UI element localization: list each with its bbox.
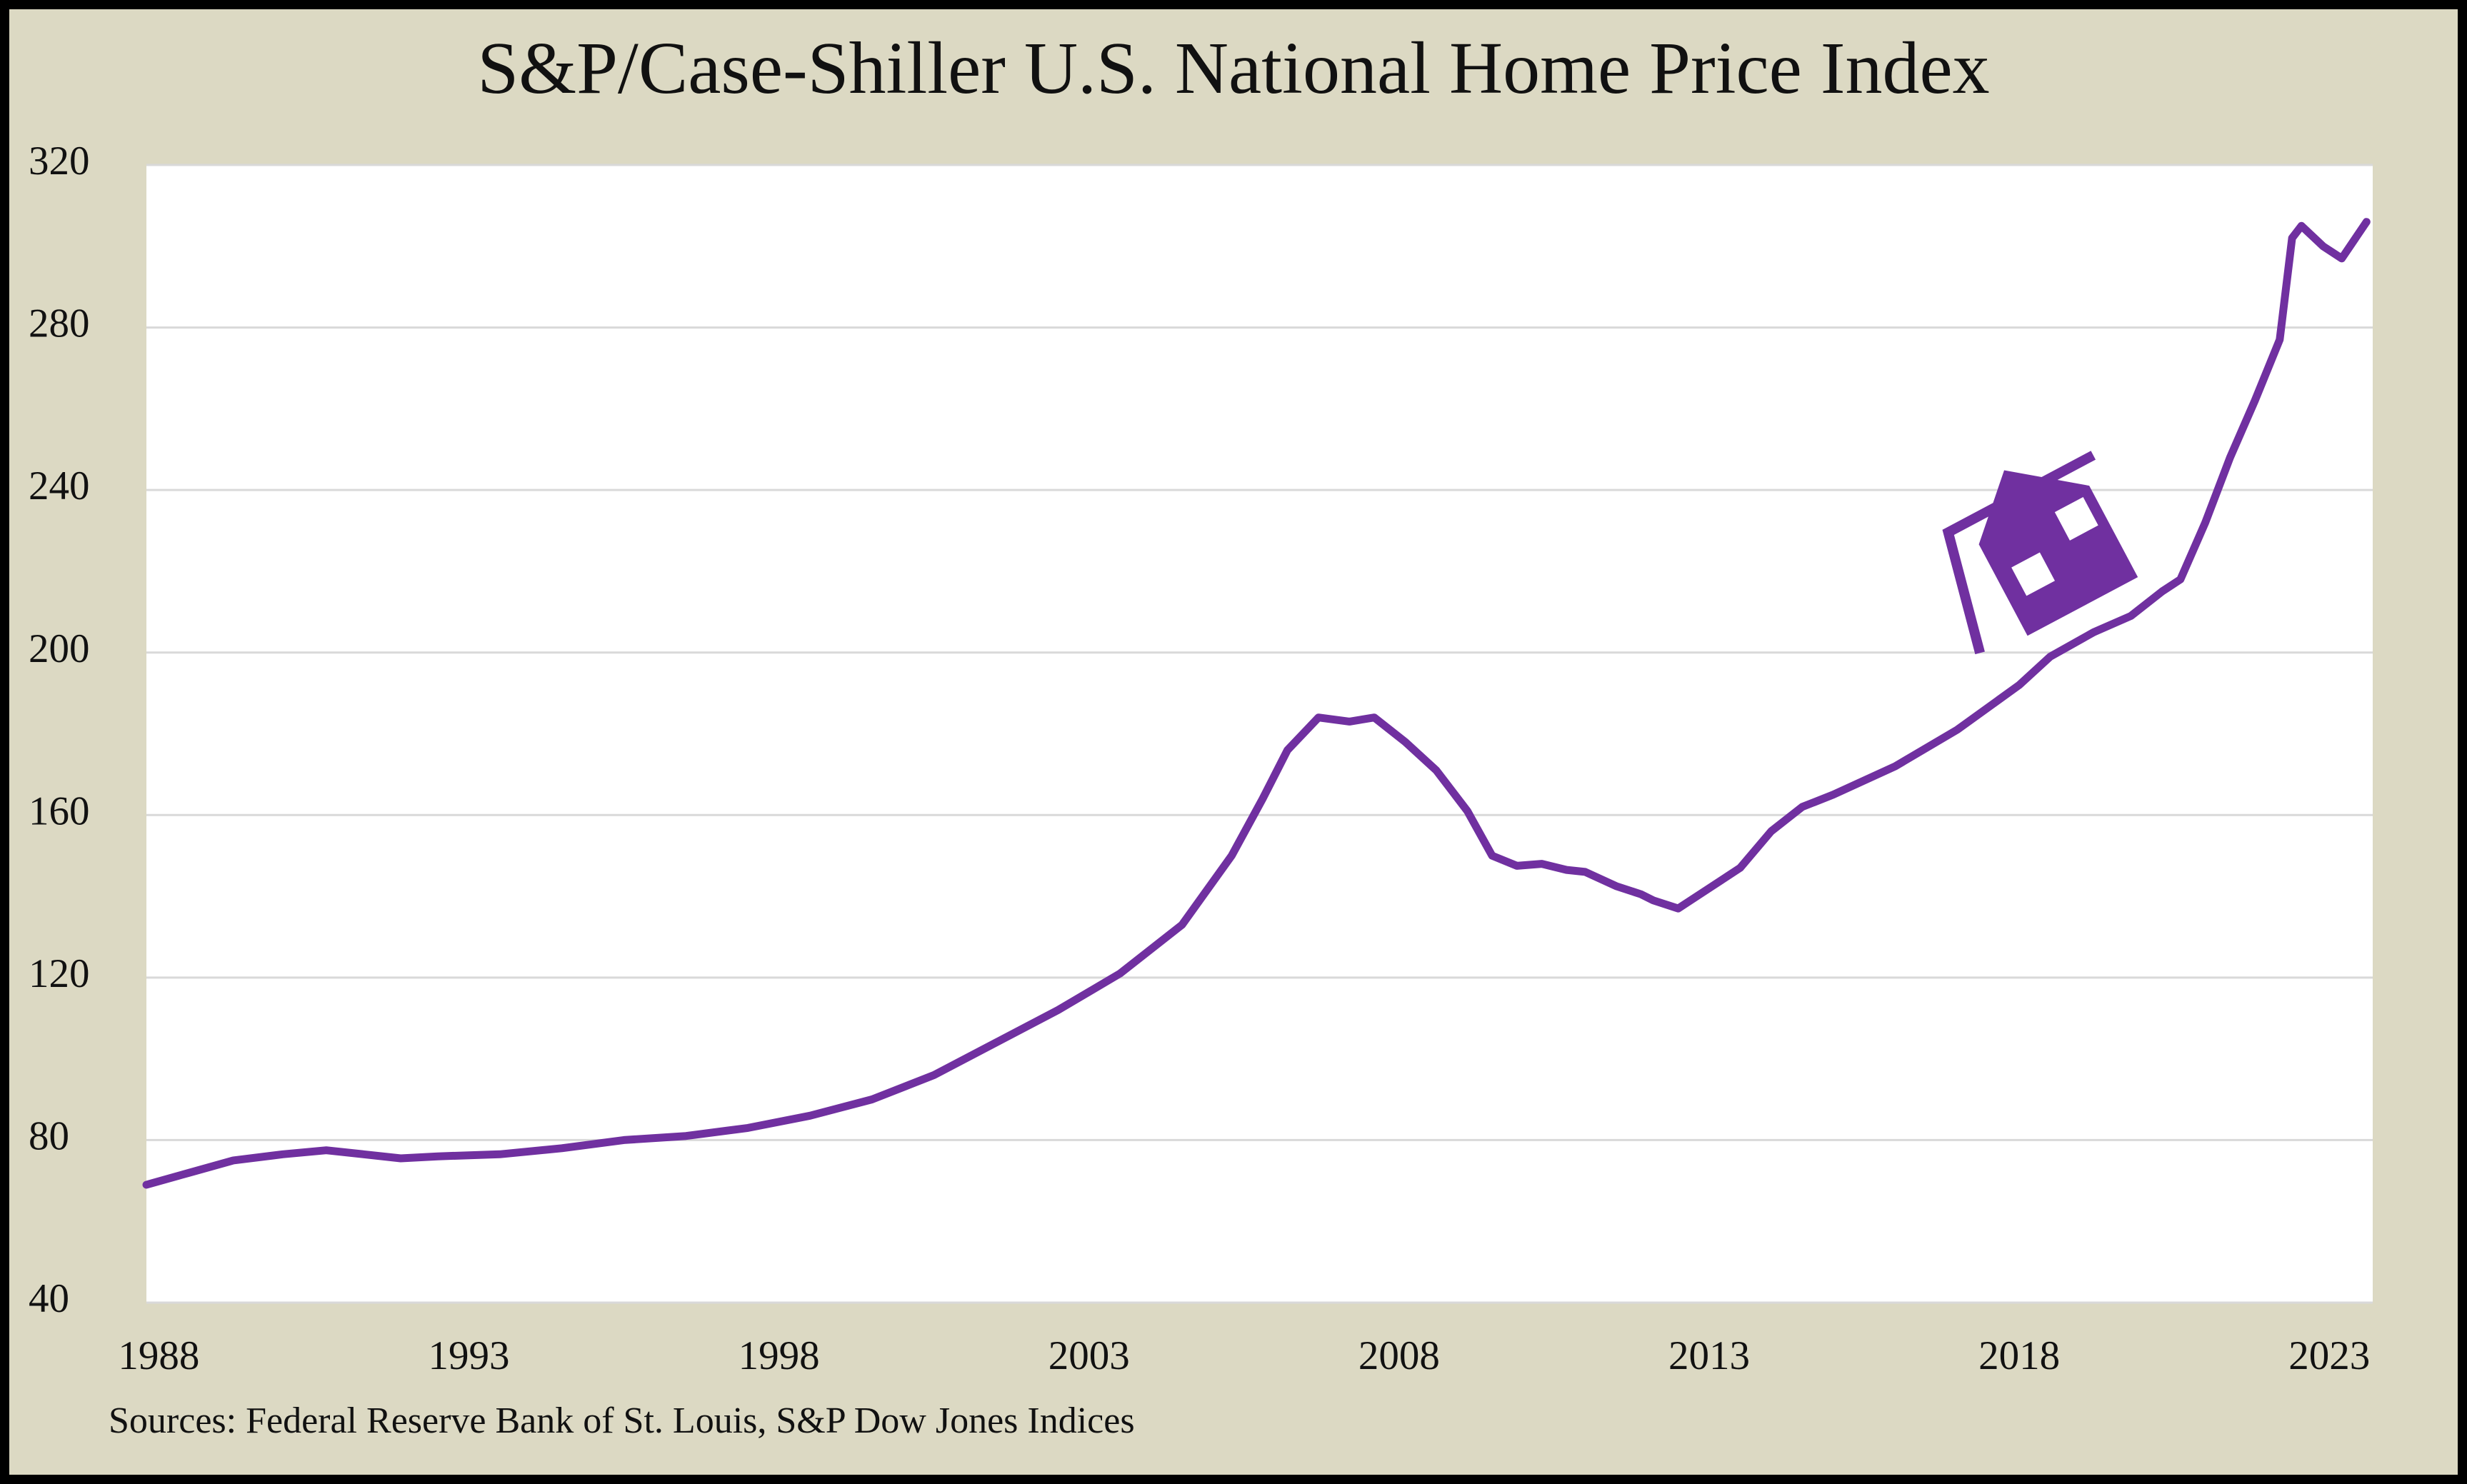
y-tick-label: 160 [29, 788, 90, 833]
chart-title: S&P/Case-Shiller U.S. National Home Pric… [477, 27, 1989, 109]
plot-area [146, 165, 2373, 1303]
x-tick-label: 1998 [739, 1333, 820, 1378]
source-note: Sources: Federal Reserve Bank of St. Lou… [109, 1400, 1135, 1441]
x-tick-label: 2008 [1358, 1333, 1440, 1378]
data-line [142, 218, 2371, 1189]
x-tick-label: 2018 [1978, 1333, 2060, 1378]
x-tick-label: 2003 [1049, 1333, 1130, 1378]
y-tick-label: 40 [29, 1276, 69, 1321]
house-body [1978, 470, 2138, 636]
y-tick-label: 80 [29, 1114, 69, 1159]
y-tick-label: 120 [29, 951, 90, 996]
house-icon [1942, 451, 2138, 655]
x-tick-label: 2023 [2288, 1333, 2370, 1378]
x-tick-label: 1988 [118, 1333, 199, 1378]
house-window [2011, 552, 2055, 596]
y-tick-label: 200 [29, 626, 90, 671]
house-window [2054, 496, 2098, 541]
x-tick-label: 2013 [1668, 1333, 1750, 1378]
y-tick-label: 240 [29, 463, 90, 508]
x-tick-label: 1993 [428, 1333, 509, 1378]
y-tick-label: 320 [29, 139, 90, 184]
y-tick-label: 280 [29, 301, 90, 346]
